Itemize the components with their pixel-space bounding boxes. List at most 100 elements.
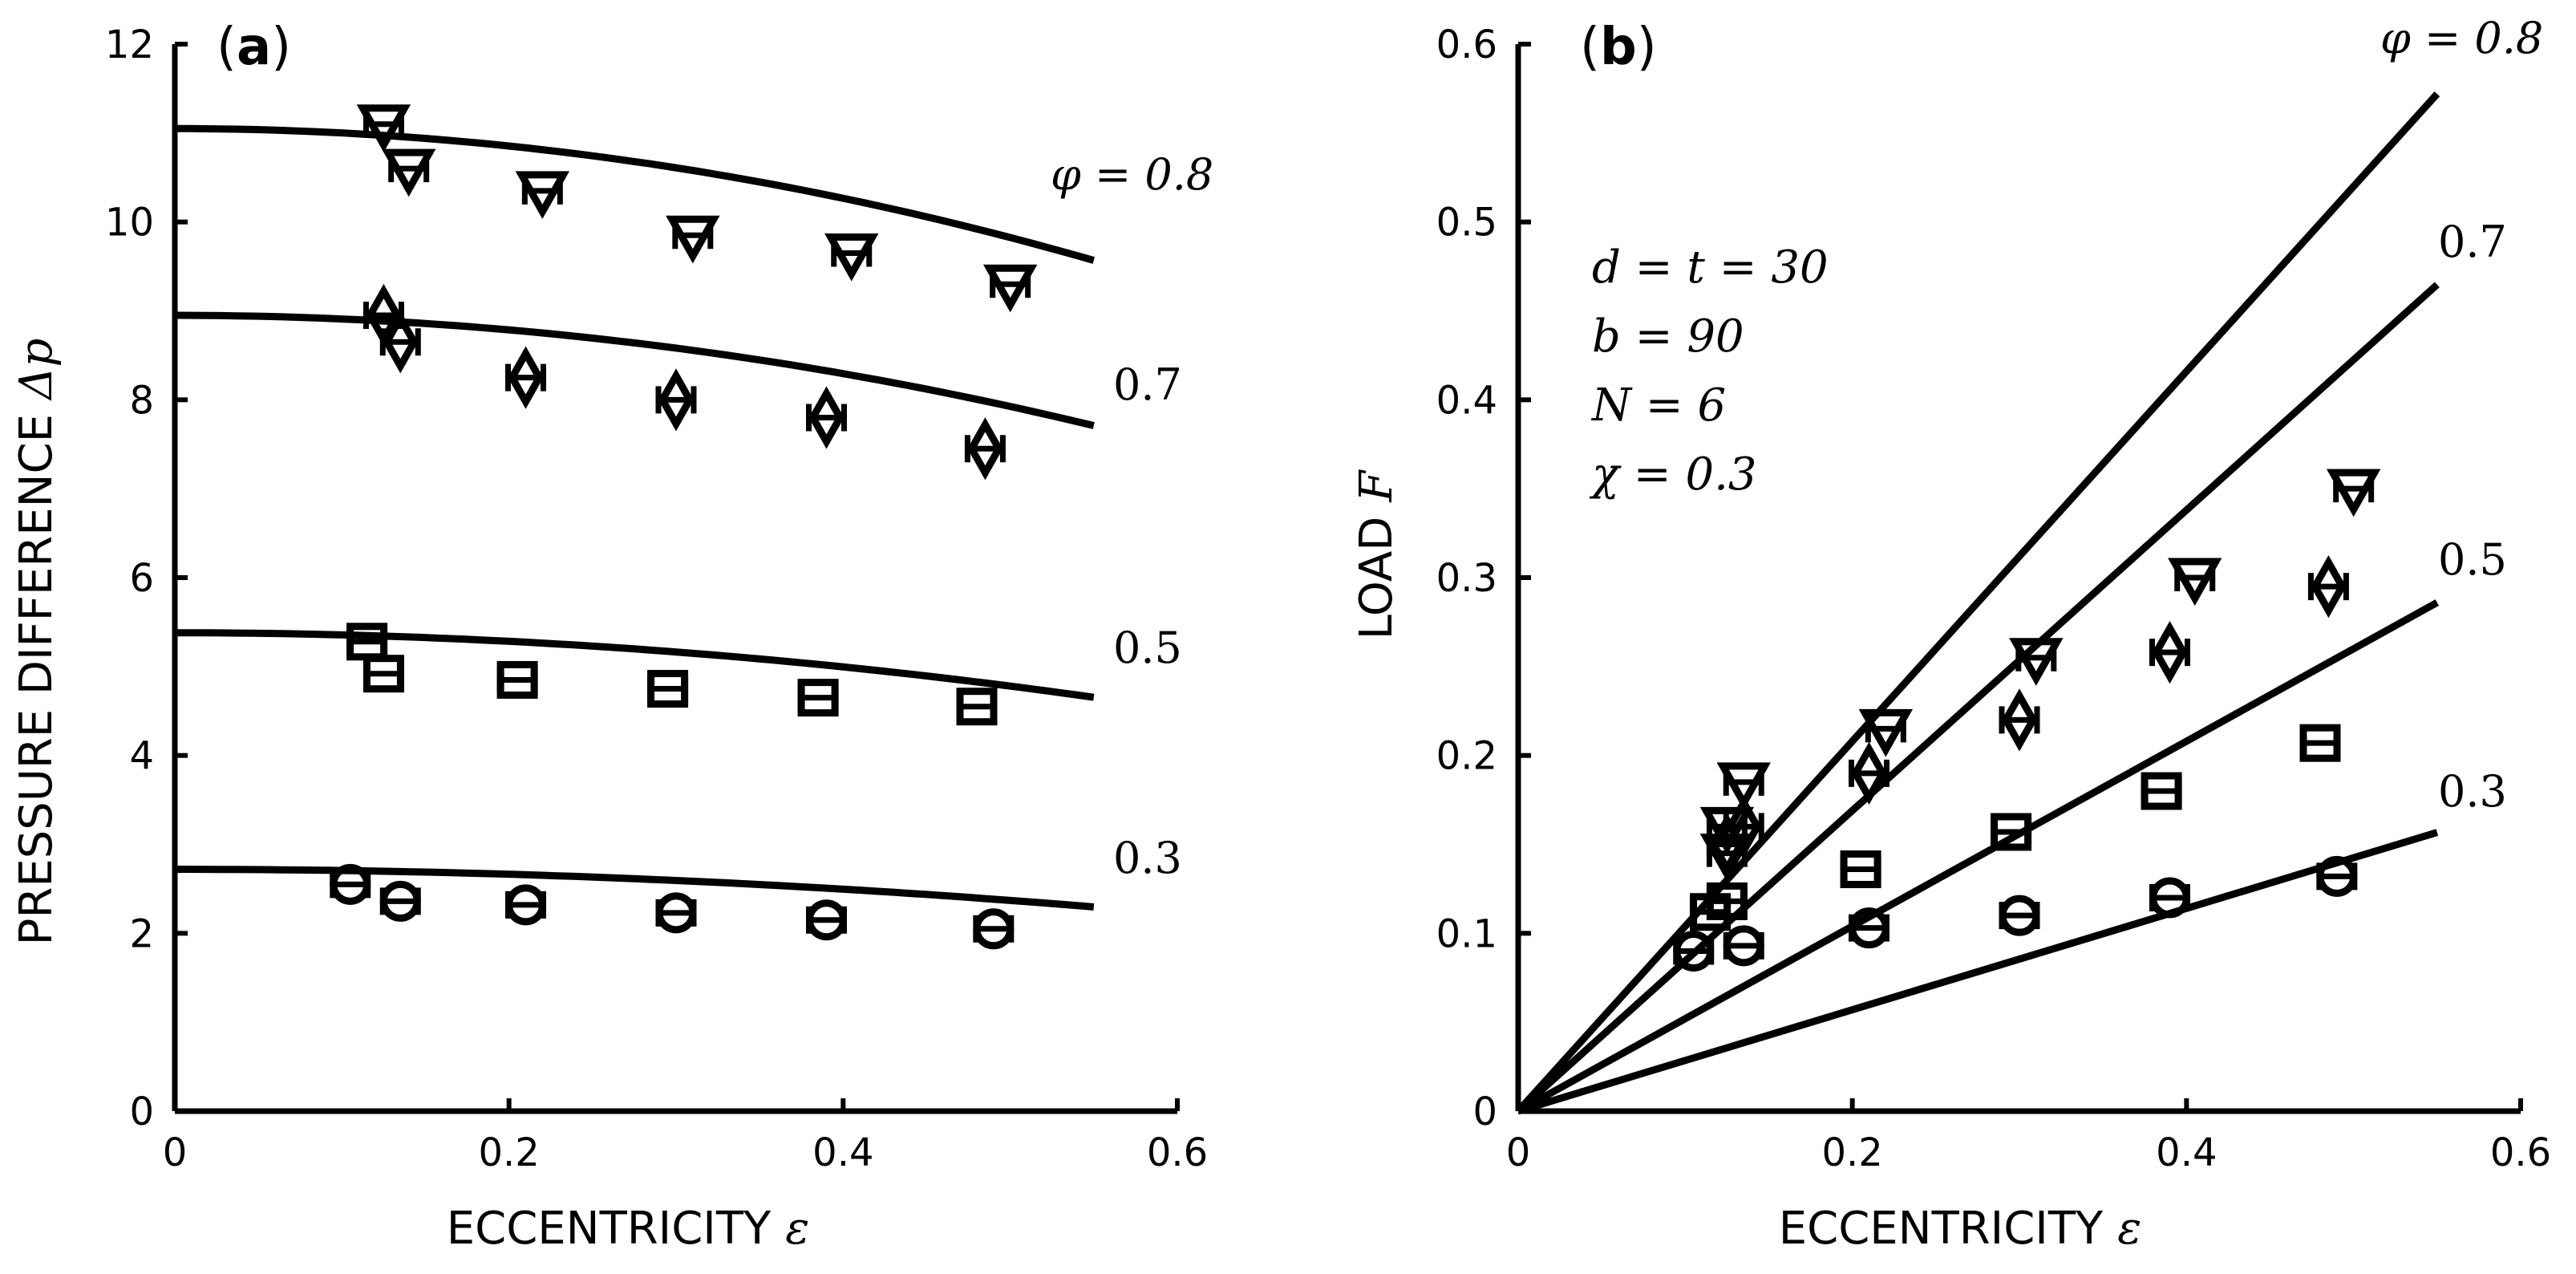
panel-a-tag: (a): [217, 18, 291, 77]
curve-label-0.3: 0.3: [1113, 833, 1182, 883]
y-tick-label: 0.6: [1436, 22, 1497, 67]
panel-b-axes: [1515, 42, 2523, 1114]
triangle-marker: [515, 171, 570, 220]
y-tick-label: 0.4: [1436, 378, 1497, 423]
series-line-2: [175, 629, 1095, 701]
series-line-0: [175, 124, 1096, 264]
circle-marker: [505, 884, 546, 926]
circle-marker: [806, 899, 847, 941]
x-tick-label: 0.2: [478, 1130, 539, 1175]
error-bar: [647, 675, 689, 703]
diamond-marker: [2311, 554, 2347, 619]
panel-a-marks: [330, 104, 1038, 950]
error-bar: [797, 684, 839, 712]
error-bar: [956, 692, 998, 720]
square-marker: [496, 660, 538, 699]
triangle-marker: [356, 104, 411, 152]
y-tick-label: 0: [129, 1089, 154, 1134]
square-marker: [797, 679, 839, 717]
curve-label-phi-0.8: φ = 0.8: [1051, 149, 1213, 200]
panel-b-curves: [1515, 91, 2440, 1115]
diamond-marker: [1726, 795, 1762, 858]
circle-marker: [655, 892, 697, 934]
error-bar: [1840, 855, 1881, 883]
triangle-marker: [666, 215, 720, 264]
square-marker: [363, 655, 404, 693]
error-bar: [496, 666, 538, 694]
circle-marker: [973, 908, 1015, 950]
x-tick-label: 0: [163, 1130, 188, 1175]
y-tick-label: 0.5: [1436, 201, 1497, 245]
param-chi: χ = 0.3: [1589, 448, 1757, 501]
y-tick-label: 0.3: [1436, 556, 1497, 601]
diamond-marker: [508, 346, 544, 409]
triangle-marker: [381, 148, 436, 197]
panel-b-curve-labels: φ = 0.8 0.7 0.5 0.3: [2380, 13, 2543, 817]
diamond-marker: [808, 386, 844, 449]
series-line-1: [174, 311, 1095, 429]
diamond-marker: [967, 417, 1003, 481]
panel-a-axes: [172, 42, 1180, 1114]
panel-b-tag: (b): [1580, 18, 1657, 77]
curve-label-0.7: 0.7: [1113, 359, 1182, 410]
x-tick-label: 0.4: [812, 1130, 873, 1175]
x-tick-label: 0: [1506, 1130, 1531, 1175]
square-marker: [1840, 850, 1881, 889]
line-label-0.5: 0.5: [2438, 534, 2507, 585]
series-line-3: [1517, 829, 2439, 1115]
panel-a-x-axis-label: ECCENTRICITY ε: [447, 1203, 810, 1255]
panel-b-y-axis-label: LOADF: [1351, 469, 1403, 640]
line-label-phi-0.8: φ = 0.8: [2380, 13, 2543, 63]
circle-marker: [1999, 895, 2040, 936]
y-tick-label: 0: [1472, 1089, 1497, 1134]
panel-a-y-tick-labels: 0 2 4 6 8 10 12: [105, 22, 154, 1134]
y-tick-label: 6: [129, 556, 154, 601]
panel-b-x-axis-label: ECCENTRICITY ε: [1779, 1203, 2142, 1255]
panel-b-parameters: d = t = 30 b = 90 N = 6 χ = 0.3: [1589, 241, 1829, 501]
panel-a-curve-labels: φ = 0.8 0.7 0.5 0.3: [1051, 149, 1213, 883]
error-bar: [363, 659, 404, 688]
x-tick-label: 0.6: [1147, 1130, 1208, 1175]
circle-marker: [1673, 931, 1715, 972]
circle-marker: [1723, 925, 1764, 967]
y-tick-label: 10: [105, 201, 154, 245]
y-tick-label: 12: [105, 22, 154, 67]
x-tick-label: 0.6: [2490, 1130, 2551, 1175]
triangle-marker: [2168, 558, 2222, 607]
diamond-marker: [383, 310, 419, 374]
panel-b-y-tick-labels: 0 0.1 0.2 0.3 0.4 0.5 0.6: [1436, 22, 1497, 1134]
panel-b-x-tick-labels: 0 0.2 0.4 0.6: [1506, 1130, 2551, 1175]
y-tick-label: 4: [129, 734, 154, 779]
x-tick-label: 0.2: [1821, 1130, 1882, 1175]
param-N: N = 6: [1590, 379, 1726, 432]
x-tick-label: 0.4: [2156, 1130, 2217, 1175]
triangle-marker: [1716, 762, 1771, 811]
triangle-marker: [824, 233, 879, 282]
triangle-marker: [1858, 708, 1914, 757]
square-marker: [647, 670, 689, 708]
series-line-1: [1515, 282, 2440, 1114]
y-tick-label: 0.2: [1436, 734, 1497, 779]
series-line-2: [1516, 599, 2440, 1114]
series-line-3: [175, 866, 1095, 911]
panel-a-y-axis-label: PRESSURE DIFFERENCEΔp: [10, 339, 63, 946]
triangle-marker: [982, 264, 1038, 313]
square-marker: [2141, 772, 2182, 810]
circle-marker: [379, 880, 421, 922]
triangle-marker: [2326, 469, 2381, 517]
panel-a-x-tick-labels: 0 0.2 0.4 0.6: [163, 1130, 1208, 1175]
square-marker: [2299, 724, 2341, 762]
curve-label-0.5: 0.5: [1113, 623, 1182, 673]
line-label-0.7: 0.7: [2438, 217, 2507, 267]
diamond-marker: [2152, 620, 2188, 684]
diamond-marker: [2001, 688, 2038, 752]
panel-b: 0 0.2 0.4 0.6 0 0.1 0.2 0.3 0.4 0.5 0.6 (b) ECCEN…: [1351, 13, 2551, 1255]
line-label-0.3: 0.3: [2438, 766, 2507, 817]
panel-a-curves: [174, 124, 1096, 911]
diamond-marker: [658, 368, 695, 432]
y-tick-label: 0.1: [1436, 911, 1497, 956]
param-d-t: d = t = 30: [1592, 241, 1829, 294]
square-marker: [956, 688, 998, 726]
param-b: b = 90: [1592, 310, 1744, 363]
